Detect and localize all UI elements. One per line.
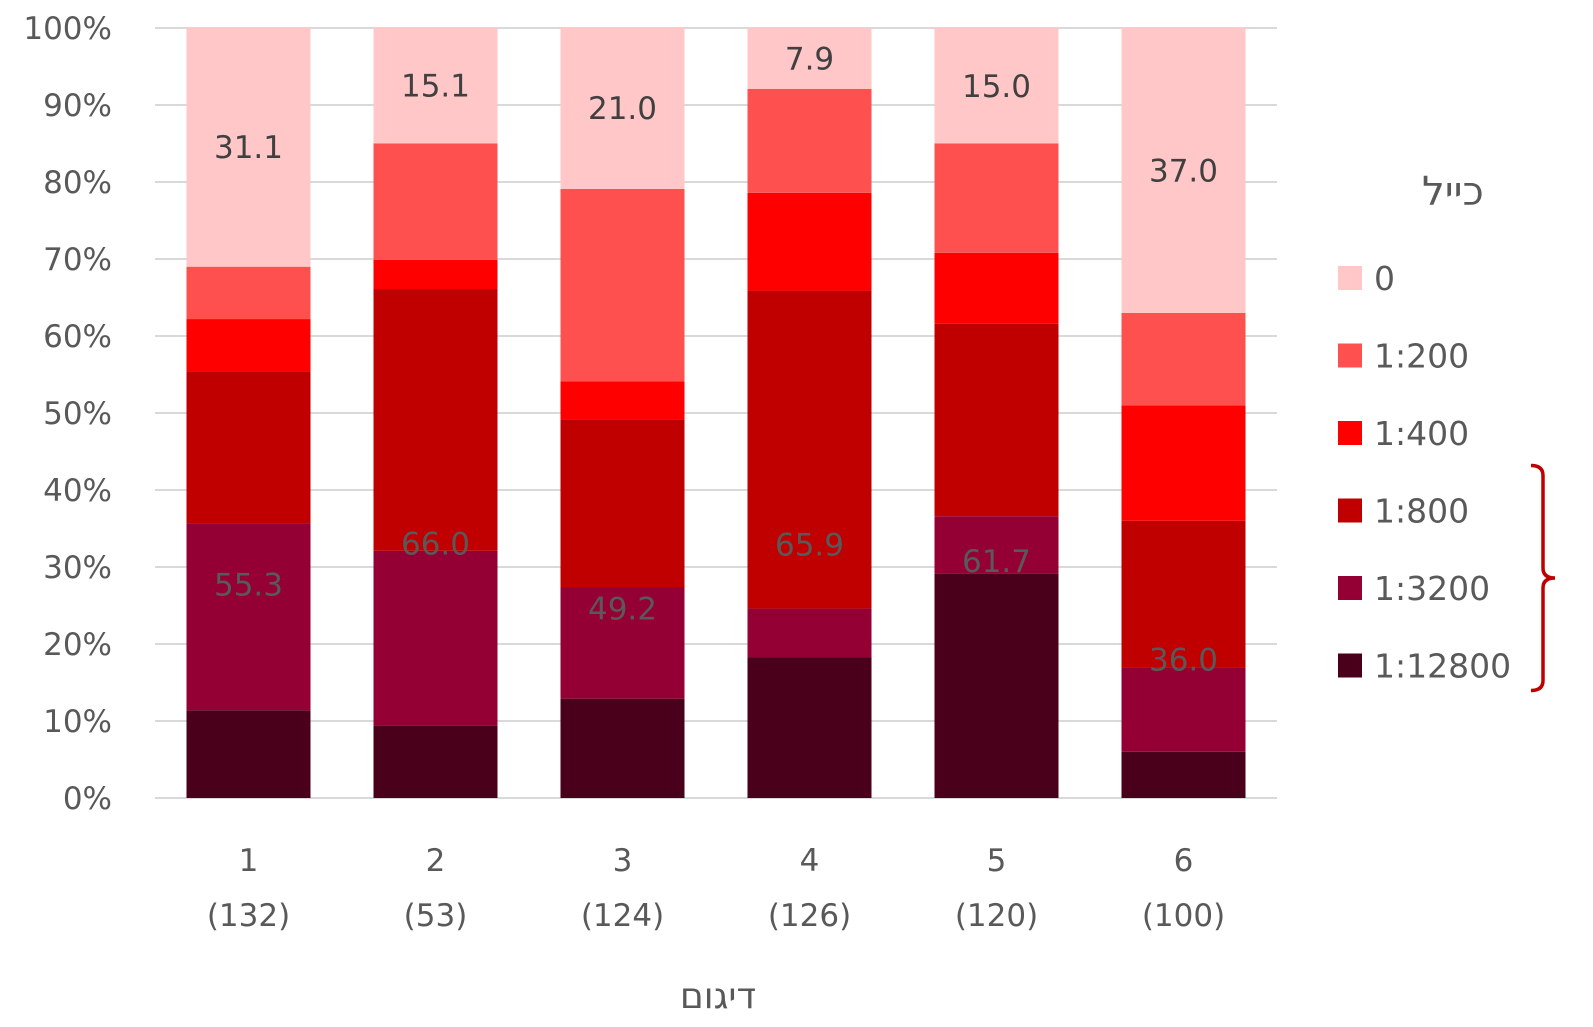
x-tick-count: (120) bbox=[955, 898, 1038, 934]
data-labels: 31.1 55.3 15.1 66.0 21.0 49.2 7.9 65.9 15.0 61.7 3… bbox=[214, 41, 1218, 678]
legend-label: 1:800 bbox=[1374, 492, 1469, 531]
y-tick-label: 100% bbox=[23, 11, 112, 47]
bar-segment bbox=[186, 27, 311, 267]
y-tick-label: 60% bbox=[43, 319, 112, 355]
data-label-top: 7.9 bbox=[785, 41, 834, 77]
y-tick-label: 50% bbox=[43, 396, 112, 432]
y-tick-label: 40% bbox=[43, 473, 112, 509]
bar-segment bbox=[186, 319, 311, 372]
x-tick-count: (132) bbox=[207, 898, 290, 934]
legend-label: 0 bbox=[1374, 259, 1395, 298]
bar-segment bbox=[373, 725, 498, 798]
bar-segment bbox=[373, 27, 498, 144]
bar-segment bbox=[560, 419, 685, 588]
data-label-sum: 36.0 bbox=[1149, 642, 1218, 678]
data-label-top: 21.0 bbox=[588, 91, 657, 127]
bar-segment bbox=[560, 188, 685, 382]
legend-label: 1:12800 bbox=[1374, 647, 1511, 686]
bar-segment bbox=[747, 88, 872, 193]
y-tick-label: 90% bbox=[43, 88, 112, 124]
bar-segment bbox=[934, 28, 1059, 144]
bar-segment bbox=[747, 290, 872, 609]
data-label-top: 37.0 bbox=[1149, 153, 1218, 189]
legend-label: 1:400 bbox=[1374, 414, 1469, 453]
data-label-sum: 66.0 bbox=[401, 527, 470, 563]
bar-segment bbox=[560, 587, 685, 699]
bar-segment bbox=[934, 573, 1059, 798]
y-tick-label: 70% bbox=[43, 242, 112, 278]
gridlines bbox=[155, 27, 1277, 799]
bar-segment bbox=[934, 252, 1059, 324]
legend-swatch bbox=[1338, 343, 1362, 368]
bar-segment bbox=[186, 371, 311, 524]
data-label-top: 15.1 bbox=[401, 68, 470, 104]
x-tick-label: 5 bbox=[987, 843, 1007, 879]
x-tick-label: 4 bbox=[800, 843, 820, 879]
data-label-sum: 49.2 bbox=[588, 592, 657, 628]
x-tick-label: 3 bbox=[613, 843, 633, 879]
legend-bracket bbox=[1530, 463, 1556, 693]
bar-segment bbox=[560, 381, 685, 420]
legend: כייל 0 1:200 1:400 1:800 1:3200 1:12800 bbox=[1338, 169, 1511, 686]
bars bbox=[186, 27, 1246, 798]
data-label-sum: 55.3 bbox=[214, 568, 283, 604]
data-label-top: 15.0 bbox=[962, 69, 1031, 105]
bar-segment bbox=[373, 143, 498, 260]
x-axis-ticks: 1 (132) 2 (53) 3 (124) 4 (126) 5 (120) 6 (100) bbox=[207, 843, 1225, 934]
y-tick-label: 80% bbox=[43, 165, 112, 201]
bar-segment bbox=[186, 266, 311, 320]
bar-segment bbox=[1121, 667, 1246, 752]
legend-swatch bbox=[1338, 653, 1362, 678]
x-tick-label: 6 bbox=[1174, 843, 1194, 879]
legend-swatch bbox=[1338, 576, 1362, 600]
legend-label: 1:3200 bbox=[1374, 569, 1490, 608]
bar-segment bbox=[186, 523, 311, 711]
x-tick-label: 2 bbox=[426, 843, 446, 879]
x-tick-label: 1 bbox=[239, 843, 259, 879]
bar-segment bbox=[747, 192, 872, 291]
bar-segment bbox=[1121, 28, 1246, 313]
legend-swatch bbox=[1338, 266, 1362, 290]
bar-segment bbox=[1121, 312, 1246, 406]
x-tick-count: (126) bbox=[768, 898, 851, 934]
x-tick-count: (124) bbox=[581, 898, 664, 934]
bar-segment bbox=[934, 143, 1059, 253]
bar-segment bbox=[1121, 405, 1246, 521]
y-tick-label: 10% bbox=[43, 704, 112, 740]
legend-swatch bbox=[1338, 421, 1362, 445]
bar-segment bbox=[747, 657, 872, 798]
bar-segment bbox=[747, 608, 872, 658]
bar-segment bbox=[934, 516, 1059, 574]
bar-segment bbox=[373, 259, 498, 290]
bar-segment bbox=[934, 323, 1059, 517]
legend-title: כייל bbox=[1422, 169, 1484, 215]
data-label-sum: 61.7 bbox=[962, 544, 1031, 580]
bar-segment bbox=[186, 710, 311, 798]
x-tick-count: (100) bbox=[1142, 898, 1225, 934]
x-axis-title: דיגום bbox=[680, 976, 756, 1017]
y-tick-label: 30% bbox=[43, 550, 112, 586]
bar-segment bbox=[373, 289, 498, 551]
data-label-top: 31.1 bbox=[214, 130, 283, 166]
x-tick-count: (53) bbox=[404, 898, 468, 934]
y-tick-label: 0% bbox=[63, 781, 112, 817]
bar-segment bbox=[373, 550, 498, 726]
y-tick-label: 20% bbox=[43, 627, 112, 663]
bar-segment bbox=[560, 27, 685, 189]
data-label-sum: 65.9 bbox=[775, 527, 844, 563]
bar-segment bbox=[560, 698, 685, 798]
bar-segment bbox=[1121, 520, 1246, 668]
legend-label: 1:200 bbox=[1374, 337, 1469, 376]
bar-segment bbox=[1121, 751, 1246, 798]
legend-swatch bbox=[1338, 498, 1362, 523]
y-axis-ticks: 0% 10% 20% 30% 40% 50% 60% 70% 80% 90% 100% bbox=[23, 11, 112, 817]
bar-segment bbox=[747, 28, 872, 89]
